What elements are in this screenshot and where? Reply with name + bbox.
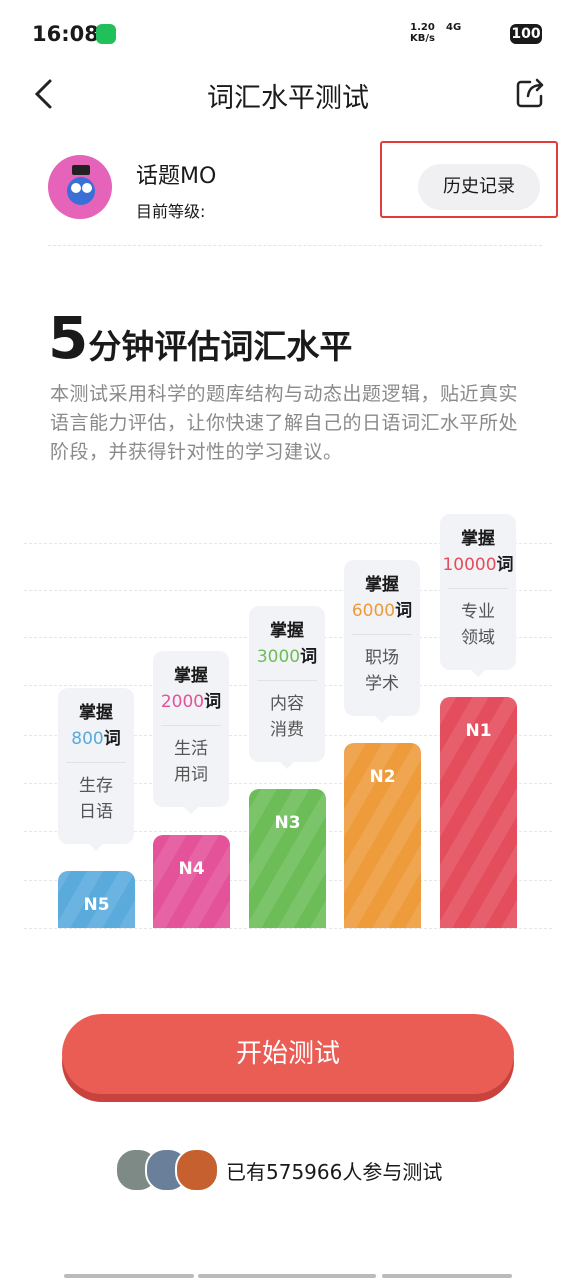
- level-bar: N4: [153, 835, 230, 928]
- level-bar: N2: [344, 743, 421, 928]
- speed: 1.20: [410, 22, 435, 33]
- card-count: 10000词: [440, 552, 516, 578]
- level-bar: N3: [249, 789, 326, 928]
- level-label: 目前等级:: [136, 202, 206, 221]
- card-label: 掌握: [461, 529, 495, 549]
- level-card: 掌握 10000词专业领域: [440, 514, 516, 677]
- participant-avatar: [175, 1148, 219, 1192]
- highlight-box: [380, 141, 558, 218]
- net-speed: 1.20 KB/s: [410, 22, 435, 44]
- card-topic: 职场: [365, 648, 399, 668]
- battery: 100: [510, 24, 542, 44]
- headline-number: 5: [48, 304, 89, 372]
- card-count: 800词: [58, 726, 134, 752]
- card-count: 2000词: [153, 689, 229, 715]
- nav-indicator: [382, 1274, 512, 1278]
- description: 本测试采用科学的题库结构与动态出题逻辑，贴近真实语言能力评估，让你快速了解自己的…: [50, 383, 519, 463]
- card-divider: [161, 725, 221, 726]
- level-card: 掌握 2000词生活用词: [153, 651, 229, 814]
- card-label: 掌握: [79, 703, 113, 723]
- card-label: 掌握: [365, 575, 399, 595]
- card-topic: 生活: [174, 739, 208, 759]
- count-number: 6000: [351, 601, 396, 621]
- grid-line: [24, 543, 552, 544]
- share-button[interactable]: [516, 78, 546, 108]
- start-button[interactable]: 开始测试: [62, 1014, 514, 1094]
- card-divider: [66, 762, 126, 763]
- divider: [48, 245, 542, 246]
- speed-unit: KB/s: [410, 33, 435, 44]
- card-topic: 学术: [365, 674, 399, 694]
- wechat-icon: [96, 24, 116, 44]
- nav-indicator: [64, 1274, 194, 1278]
- card-topic: 领域: [461, 628, 495, 648]
- back-button[interactable]: [32, 78, 56, 110]
- card-divider: [352, 634, 412, 635]
- grid-line: [24, 783, 552, 784]
- count-number: 800: [71, 729, 104, 749]
- card-count: 3000词: [249, 644, 325, 670]
- time: 16:08: [32, 22, 99, 46]
- count-number: 10000: [442, 555, 497, 575]
- count-number: 3000: [256, 647, 301, 667]
- grid-line: [24, 590, 552, 591]
- history-button[interactable]: 历史记录: [418, 164, 540, 210]
- grid-line: [24, 928, 552, 929]
- level-bar: N5: [58, 871, 135, 928]
- level-card: 掌握 3000词内容消费: [249, 606, 325, 769]
- count-unit: 词: [300, 647, 318, 667]
- level-card: 掌握 6000词职场学术: [344, 560, 420, 723]
- count-unit: 词: [103, 729, 121, 749]
- card-topic: 用词: [174, 765, 208, 785]
- card-divider: [257, 680, 317, 681]
- card-label: 掌握: [270, 621, 304, 641]
- headline: 5分钟评估词汇水平: [48, 304, 352, 372]
- network: 4G: [446, 22, 462, 33]
- user-name: 话题MO: [136, 164, 217, 189]
- card-topic: 生存: [79, 776, 113, 796]
- participants-text: 已有575966人参与测试: [226, 1160, 443, 1184]
- card-topic: 日语: [79, 802, 113, 822]
- count-unit: 词: [204, 692, 222, 712]
- card-topic: 消费: [270, 720, 304, 740]
- headline-text: 分钟评估词汇水平: [88, 327, 353, 366]
- card-count: 6000词: [344, 598, 420, 624]
- card-topic: 专业: [461, 602, 495, 622]
- nav-indicator: [198, 1274, 376, 1278]
- page-title: 词汇水平测试: [207, 83, 369, 114]
- count-number: 2000: [160, 692, 205, 712]
- count-unit: 词: [395, 601, 413, 621]
- avatar[interactable]: [48, 155, 112, 219]
- card-label: 掌握: [174, 666, 208, 686]
- count-unit: 词: [496, 555, 514, 575]
- card-divider: [448, 588, 508, 589]
- level-card: 掌握 800词生存日语: [58, 688, 134, 851]
- card-topic: 内容: [270, 694, 304, 714]
- level-bar: N1: [440, 697, 517, 928]
